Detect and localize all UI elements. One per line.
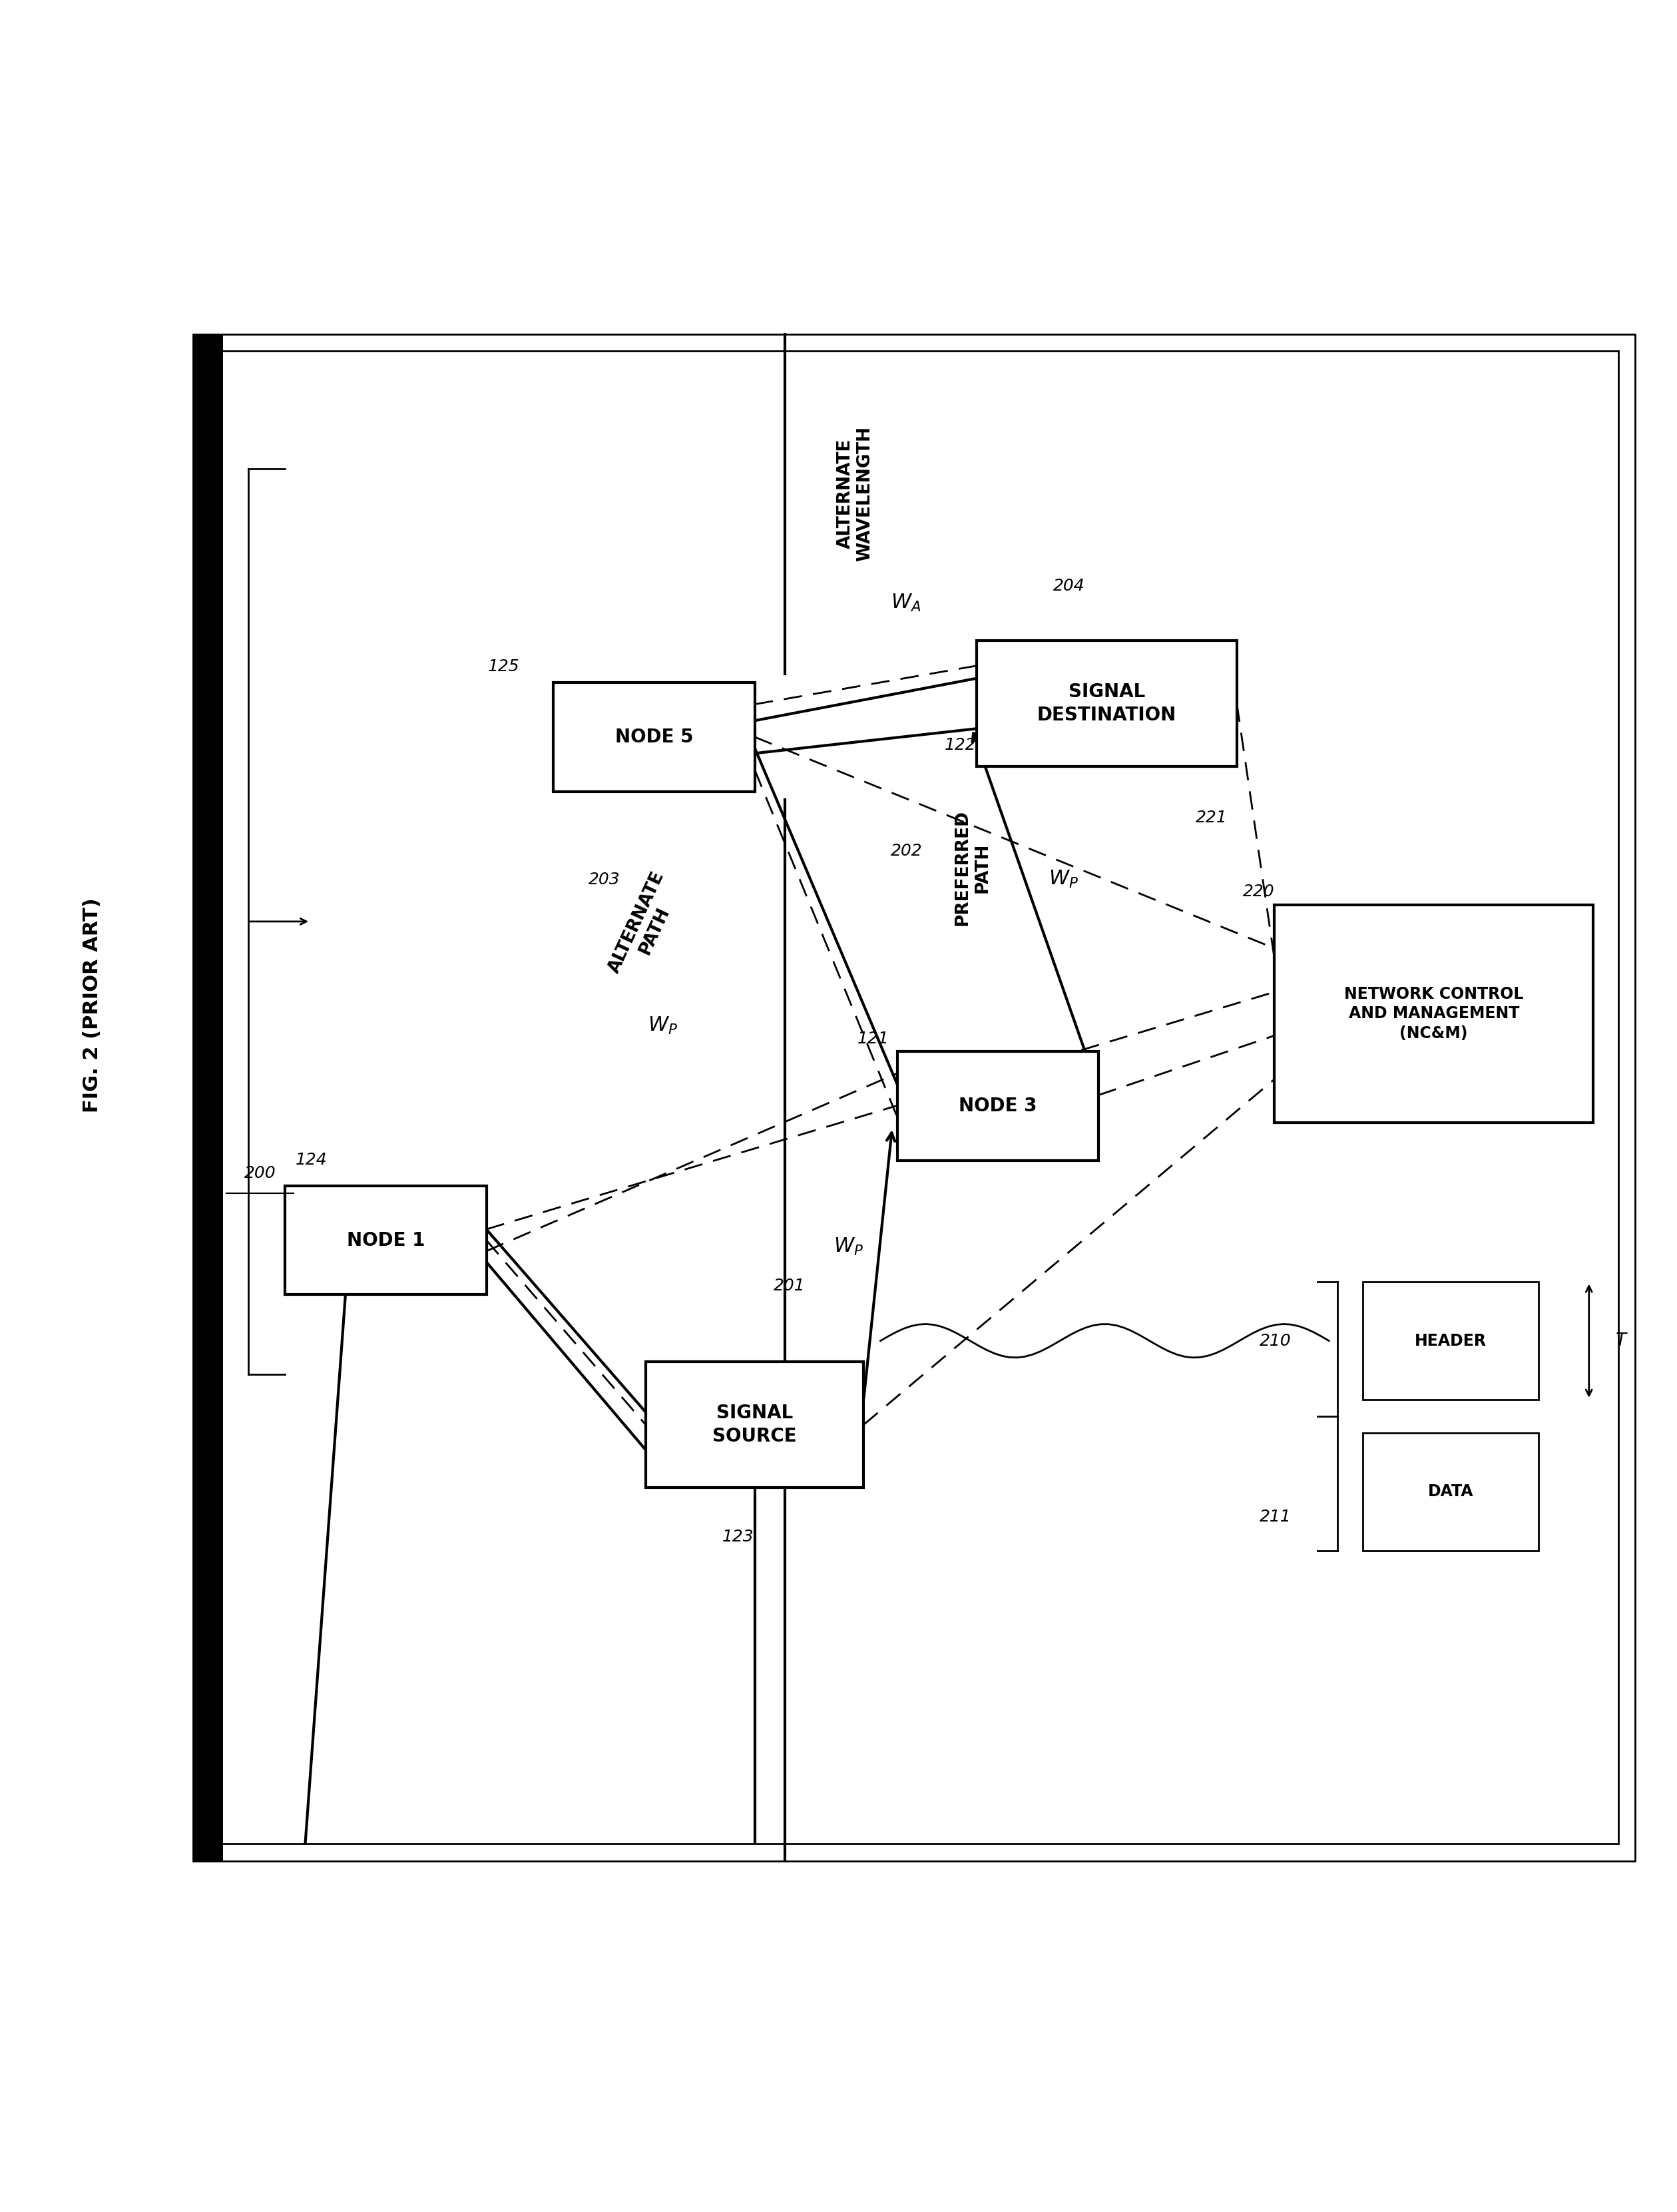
Text: 203: 203 bbox=[589, 872, 620, 887]
Text: 123: 123 bbox=[723, 1528, 753, 1544]
Text: 221: 221 bbox=[1196, 810, 1228, 825]
Text: NODE 1: NODE 1 bbox=[347, 1230, 424, 1250]
Text: T: T bbox=[1617, 1332, 1627, 1349]
Text: PREFERRED
PATH: PREFERRED PATH bbox=[954, 810, 991, 927]
FancyBboxPatch shape bbox=[1362, 1433, 1538, 1551]
Text: 125: 125 bbox=[488, 659, 520, 675]
Text: HEADER: HEADER bbox=[1415, 1334, 1486, 1349]
Text: 121: 121 bbox=[857, 1031, 889, 1046]
Text: SIGNAL
DESTINATION: SIGNAL DESTINATION bbox=[1036, 684, 1177, 723]
Text: 220: 220 bbox=[1243, 883, 1275, 900]
Text: 204: 204 bbox=[1053, 577, 1085, 595]
Text: 201: 201 bbox=[773, 1279, 805, 1294]
FancyBboxPatch shape bbox=[897, 1051, 1098, 1161]
Text: 202: 202 bbox=[890, 843, 922, 858]
Text: 124: 124 bbox=[295, 1152, 327, 1168]
Text: NETWORK CONTROL
AND MANAGEMENT
(NC&M): NETWORK CONTROL AND MANAGEMENT (NC&M) bbox=[1345, 987, 1523, 1042]
Text: SIGNAL
SOURCE: SIGNAL SOURCE bbox=[713, 1405, 797, 1444]
FancyBboxPatch shape bbox=[553, 684, 755, 792]
FancyBboxPatch shape bbox=[193, 334, 223, 1860]
Text: 211: 211 bbox=[1259, 1509, 1291, 1524]
Text: NODE 5: NODE 5 bbox=[615, 728, 693, 745]
Text: 122: 122 bbox=[944, 737, 976, 754]
Text: DATA: DATA bbox=[1427, 1484, 1474, 1500]
FancyBboxPatch shape bbox=[1362, 1283, 1538, 1400]
FancyBboxPatch shape bbox=[976, 641, 1236, 765]
FancyBboxPatch shape bbox=[646, 1363, 864, 1489]
Text: 210: 210 bbox=[1259, 1334, 1291, 1349]
Text: ALTERNATE
WAVELENGTH: ALTERNATE WAVELENGTH bbox=[837, 427, 874, 562]
Text: FIG. 2 (PRIOR ART): FIG. 2 (PRIOR ART) bbox=[82, 898, 102, 1113]
Text: $W_A$: $W_A$ bbox=[890, 593, 921, 613]
Text: 200: 200 bbox=[245, 1166, 275, 1181]
Text: $W_P$: $W_P$ bbox=[647, 1015, 678, 1035]
Text: NODE 3: NODE 3 bbox=[959, 1097, 1036, 1115]
FancyBboxPatch shape bbox=[1275, 905, 1593, 1124]
Text: $W_P$: $W_P$ bbox=[1048, 869, 1078, 889]
FancyBboxPatch shape bbox=[285, 1186, 486, 1294]
Text: $W_P$: $W_P$ bbox=[833, 1237, 864, 1256]
Text: ALTERNATE
PATH: ALTERNATE PATH bbox=[605, 869, 686, 984]
